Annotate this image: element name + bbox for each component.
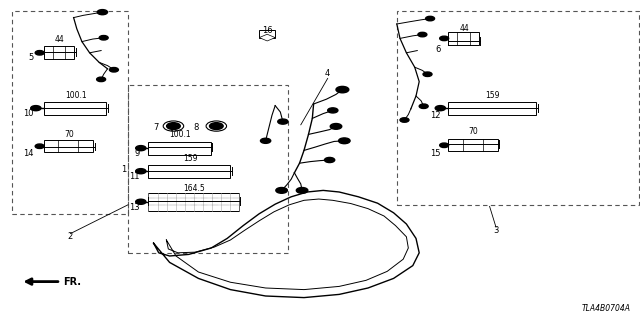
- Circle shape: [328, 108, 338, 113]
- Text: 6: 6: [435, 45, 440, 54]
- Circle shape: [109, 68, 118, 72]
- Text: 159: 159: [486, 91, 500, 100]
- Bar: [128, 85, 288, 253]
- Bar: [44, 102, 106, 115]
- Text: 3: 3: [493, 226, 499, 235]
- Circle shape: [296, 188, 308, 193]
- Circle shape: [426, 16, 435, 21]
- Text: TLA4B0704A: TLA4B0704A: [581, 304, 630, 313]
- Circle shape: [35, 144, 44, 148]
- Text: 100.1: 100.1: [65, 91, 86, 100]
- Circle shape: [278, 119, 288, 124]
- Circle shape: [97, 10, 108, 15]
- Circle shape: [324, 157, 335, 163]
- Text: 4: 4: [325, 69, 330, 78]
- Circle shape: [209, 123, 223, 130]
- Text: 7: 7: [154, 123, 159, 132]
- Circle shape: [440, 143, 449, 148]
- Circle shape: [423, 72, 432, 76]
- Circle shape: [136, 199, 146, 204]
- Bar: [44, 140, 93, 152]
- Text: 70: 70: [468, 127, 479, 136]
- Text: 9: 9: [134, 149, 140, 158]
- Circle shape: [260, 138, 271, 143]
- Text: 15: 15: [430, 149, 440, 158]
- Circle shape: [31, 106, 41, 111]
- Circle shape: [400, 118, 409, 122]
- Text: 44: 44: [54, 35, 65, 44]
- Bar: [397, 11, 639, 205]
- Circle shape: [35, 51, 44, 55]
- Circle shape: [136, 146, 146, 151]
- Circle shape: [336, 86, 349, 93]
- Text: 10: 10: [23, 109, 33, 118]
- Text: 100.1: 100.1: [170, 130, 191, 139]
- Bar: [44, 46, 74, 59]
- Circle shape: [339, 138, 350, 144]
- Polygon shape: [259, 34, 275, 41]
- Bar: [259, 30, 275, 38]
- Circle shape: [330, 124, 342, 129]
- Text: 14: 14: [23, 149, 33, 158]
- Circle shape: [99, 36, 108, 40]
- Text: 5: 5: [28, 53, 33, 62]
- Circle shape: [435, 106, 445, 111]
- Circle shape: [440, 36, 449, 41]
- Bar: [448, 139, 498, 151]
- Text: 2: 2: [68, 232, 73, 241]
- Text: 159: 159: [183, 154, 197, 163]
- Circle shape: [166, 123, 180, 130]
- Text: FR.: FR.: [63, 276, 81, 287]
- Circle shape: [136, 169, 146, 174]
- Circle shape: [97, 77, 106, 82]
- Text: 11: 11: [129, 172, 140, 181]
- Text: 44: 44: [459, 24, 469, 33]
- Bar: [12, 11, 128, 214]
- Circle shape: [276, 188, 287, 193]
- Bar: [148, 142, 211, 155]
- Circle shape: [419, 104, 428, 108]
- Text: 16: 16: [262, 26, 273, 35]
- Bar: [448, 102, 536, 115]
- Text: 164.5: 164.5: [184, 184, 205, 193]
- Text: 13: 13: [129, 204, 140, 212]
- Bar: [148, 193, 239, 211]
- Text: 1: 1: [121, 165, 126, 174]
- Bar: [448, 32, 479, 45]
- Text: 70: 70: [64, 130, 74, 139]
- Circle shape: [418, 32, 427, 37]
- Bar: [148, 165, 230, 178]
- Text: 8: 8: [193, 123, 198, 132]
- Text: 12: 12: [430, 111, 440, 120]
